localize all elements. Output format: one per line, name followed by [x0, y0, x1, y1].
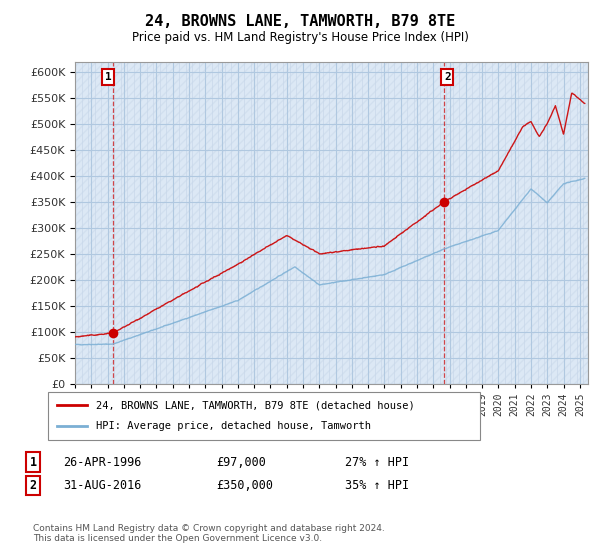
- Text: HPI: Average price, detached house, Tamworth: HPI: Average price, detached house, Tamw…: [95, 421, 371, 431]
- Text: 2: 2: [29, 479, 37, 492]
- Text: Price paid vs. HM Land Registry's House Price Index (HPI): Price paid vs. HM Land Registry's House …: [131, 31, 469, 44]
- Text: 31-AUG-2016: 31-AUG-2016: [63, 479, 142, 492]
- Text: £350,000: £350,000: [216, 479, 273, 492]
- Text: 35% ↑ HPI: 35% ↑ HPI: [345, 479, 409, 492]
- Text: 26-APR-1996: 26-APR-1996: [63, 455, 142, 469]
- FancyBboxPatch shape: [48, 392, 480, 440]
- Text: 1: 1: [104, 72, 111, 82]
- Text: 2: 2: [444, 72, 451, 82]
- Text: 24, BROWNS LANE, TAMWORTH, B79 8TE: 24, BROWNS LANE, TAMWORTH, B79 8TE: [145, 14, 455, 29]
- Text: 1: 1: [29, 455, 37, 469]
- Text: Contains HM Land Registry data © Crown copyright and database right 2024.
This d: Contains HM Land Registry data © Crown c…: [33, 524, 385, 543]
- Text: 27% ↑ HPI: 27% ↑ HPI: [345, 455, 409, 469]
- Text: £97,000: £97,000: [216, 455, 266, 469]
- Text: 24, BROWNS LANE, TAMWORTH, B79 8TE (detached house): 24, BROWNS LANE, TAMWORTH, B79 8TE (deta…: [95, 400, 414, 410]
